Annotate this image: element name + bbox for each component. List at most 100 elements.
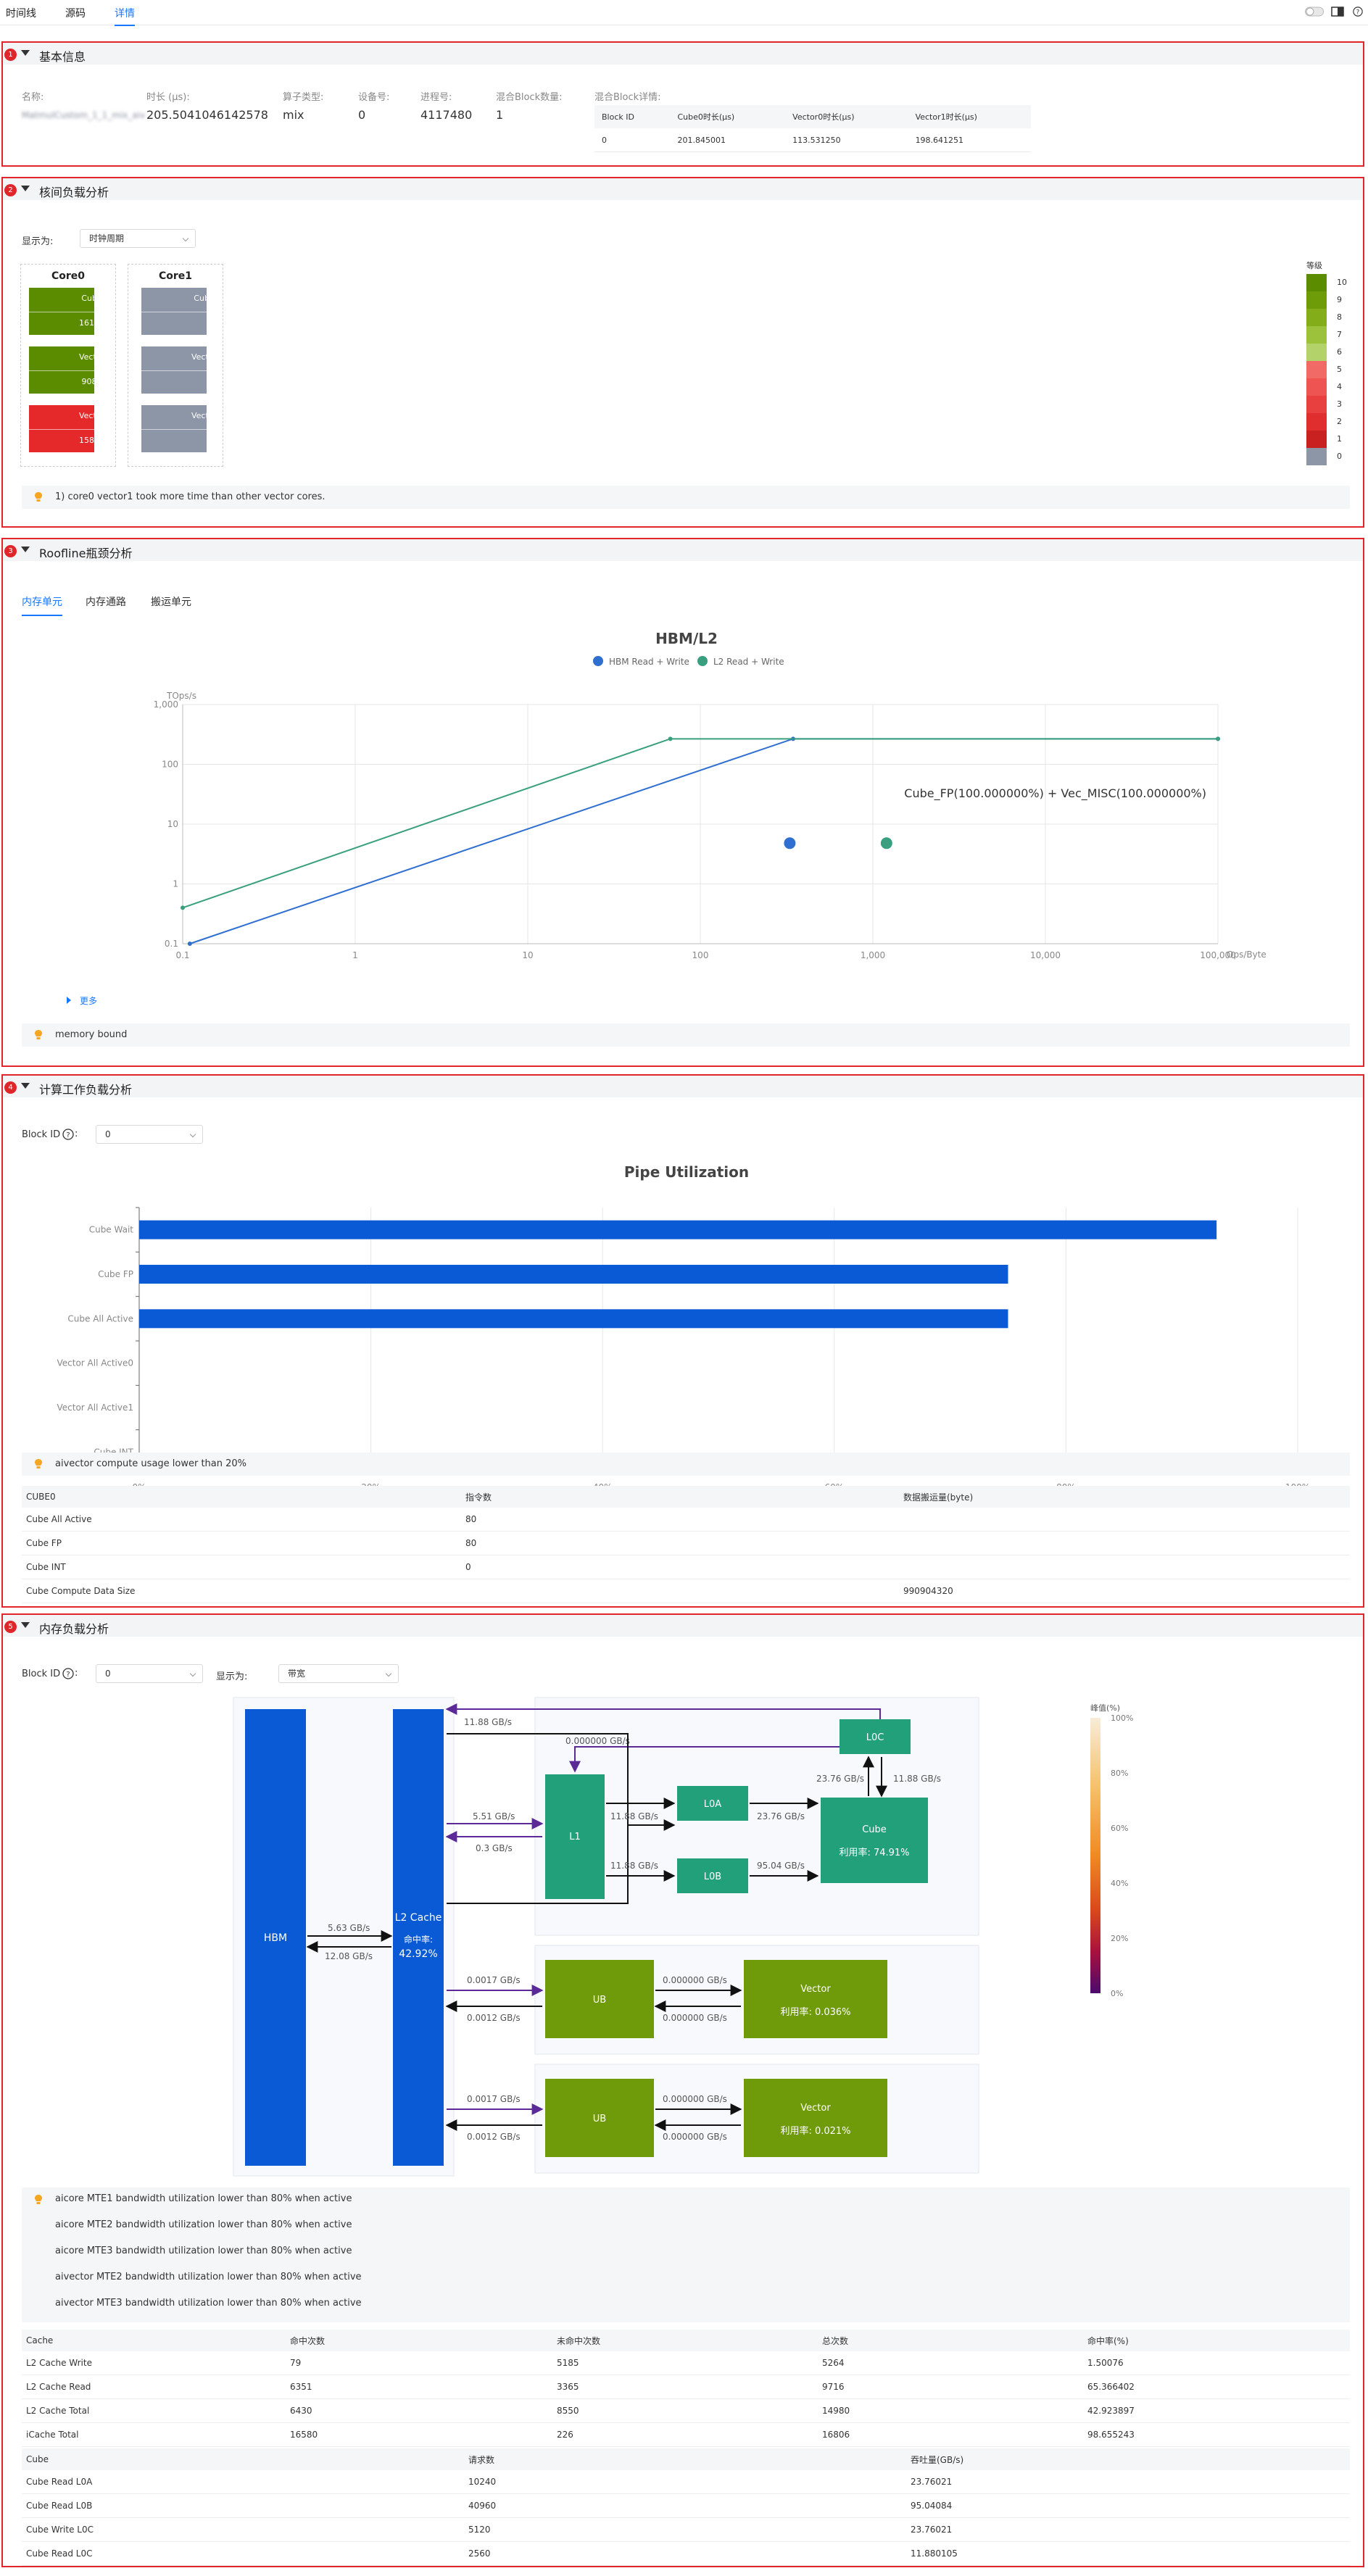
- memory-diagram: HBM L2 Cache 命中率: 42.92% 5.63 GB/s 12.08…: [233, 1697, 1133, 2177]
- block-detail-label: 混合Block详情:: [594, 92, 661, 103]
- chart-bars: [139, 1220, 1217, 1329]
- l1-block[interactable]: [545, 1774, 605, 1899]
- vector2-block[interactable]: [744, 2079, 887, 2157]
- roofline-vertex: [1216, 736, 1220, 741]
- bar[interactable]: [139, 1265, 1008, 1284]
- subtab-memory-path[interactable]: 内存通路: [86, 597, 126, 608]
- display-mode-select[interactable]: 时钟周期: [80, 229, 196, 248]
- core-block[interactable]: Vector1 158913: [29, 405, 109, 452]
- hint-bar: 1) core0 vector1 took more time than oth…: [22, 486, 1350, 509]
- help-icon[interactable]: ?: [1351, 7, 1364, 17]
- table-row: L2 Cache Total 6430 8550 14980 42.923897: [22, 2398, 1350, 2423]
- layout-icon[interactable]: [1331, 7, 1344, 17]
- l2-cache-block[interactable]: [393, 1709, 444, 2166]
- caret-down-icon[interactable]: [21, 1622, 30, 1628]
- hint-bar: aivector compute usage lower than 20%: [22, 1453, 1350, 1476]
- block-id-select[interactable]: 0: [96, 1125, 203, 1144]
- core-block[interactable]: Vector1: [141, 405, 222, 452]
- section-number: 5: [4, 1621, 17, 1633]
- section-memory-load: 5 内存负载分析 Block ID ? : 0 显示为: 带宽 HBM L2 C…: [1, 1613, 1364, 2567]
- kernel-point[interactable]: [880, 837, 892, 849]
- display-mode-value: 时钟周期: [89, 233, 125, 244]
- hbm-block[interactable]: [245, 1709, 306, 2166]
- tab-source[interactable]: 源码: [65, 8, 86, 20]
- section-title: 计算工作负载分析: [39, 1083, 133, 1097]
- kernel-point[interactable]: [784, 837, 796, 849]
- table-cell: Cube Compute Data Size: [22, 1579, 461, 1603]
- section-header[interactable]: 3 Roofline瓶颈分析: [3, 539, 1363, 561]
- bw-label: 0.000000 GB/s: [565, 1736, 630, 1746]
- category-label: Vector All Active1: [57, 1403, 134, 1413]
- section-number: 1: [4, 49, 17, 61]
- peak-legend-gradient: [1090, 1718, 1100, 1993]
- bw-label: 95.04 GB/s: [757, 1861, 805, 1871]
- table-cell: 80: [461, 1508, 899, 1532]
- cube-block[interactable]: [821, 1798, 928, 1883]
- table-cell: 14980: [818, 2398, 1083, 2423]
- legend-label: 4: [1337, 382, 1342, 391]
- table-cell: 80: [461, 1531, 899, 1555]
- section-compute-load: 4 计算工作负载分析 Block ID ? : 0 Pipe Utilizati…: [1, 1074, 1364, 1608]
- tab-details[interactable]: 详情: [115, 6, 135, 26]
- l0a-block[interactable]: [677, 1786, 748, 1821]
- section-header[interactable]: 4 计算工作负载分析: [3, 1076, 1363, 1097]
- help-icon[interactable]: ?: [62, 1668, 74, 1679]
- ub1-block[interactable]: [545, 1960, 654, 2038]
- svg-text:?: ?: [1356, 9, 1360, 17]
- l2-hit-value: 42.92%: [399, 1948, 437, 1960]
- table-cell: 11.880105: [906, 2541, 1350, 2566]
- caret-down-icon[interactable]: [21, 1083, 30, 1089]
- bw-label: 11.88 GB/s: [893, 1774, 941, 1784]
- l0c-block[interactable]: [840, 1719, 911, 1754]
- table-cell: 40960: [464, 2493, 906, 2518]
- table-cell: 16580: [286, 2422, 552, 2447]
- caret-down-icon[interactable]: [21, 547, 30, 552]
- core-block[interactable]: Cube0 161478: [29, 288, 109, 335]
- caret-down-icon[interactable]: [21, 50, 30, 56]
- caret-down-icon[interactable]: [21, 186, 30, 191]
- section-header[interactable]: 5 内存负载分析: [3, 1615, 1363, 1637]
- core-title: Core1: [158, 270, 193, 282]
- roofline-series-0: [189, 738, 1218, 944]
- hint-bar: aicore MTE1 bandwidth utilization lower …: [22, 2187, 1350, 2322]
- bw-label: 0.3 GB/s: [476, 1843, 513, 1853]
- toggle-icon[interactable]: [1305, 7, 1324, 17]
- chevron-down-icon: [385, 1670, 392, 1677]
- y-tick-label: 0.1: [165, 939, 178, 949]
- help-icon[interactable]: ?: [62, 1129, 74, 1140]
- l0c-label: L0C: [866, 1732, 884, 1743]
- bw-label: 11.88 GB/s: [610, 1811, 658, 1821]
- legend-tick: 0%: [1111, 1989, 1123, 1998]
- table-header: 未命中次数: [552, 2330, 818, 2351]
- subtab-memory-unit[interactable]: 内存单元: [22, 594, 62, 616]
- section-header[interactable]: 2 核间负载分析: [3, 178, 1363, 200]
- bar[interactable]: [139, 1220, 1217, 1239]
- subtab-transfer-unit[interactable]: 搬运单元: [151, 597, 191, 608]
- pipe-utilization-chart: Pipe Utilization 0%20%40%60%80%100%Cube …: [57, 1163, 1311, 1492]
- legend-tick: 40%: [1111, 1879, 1128, 1888]
- ub2-block[interactable]: [545, 2079, 654, 2157]
- table-cell: Cube FP: [22, 1531, 461, 1555]
- legend-marker-hbm: [593, 656, 603, 666]
- lightbulb-icon: [35, 2195, 42, 2204]
- core-block[interactable]: Vector0 90825: [29, 346, 109, 394]
- table-header: 数据搬运量(byte): [899, 1486, 1350, 1508]
- block-id-select[interactable]: 0: [96, 1664, 203, 1683]
- section-title: 核间负载分析: [39, 186, 109, 199]
- table-cell: Cube Write L0C: [22, 2517, 464, 2542]
- core-block[interactable]: Cube0: [141, 288, 220, 335]
- bar[interactable]: [139, 1309, 1008, 1329]
- section-header[interactable]: 1 基本信息: [3, 43, 1363, 65]
- vector1-block[interactable]: [744, 1960, 887, 2038]
- tab-timeline[interactable]: 时间线: [6, 8, 36, 20]
- core-block[interactable]: Vector0: [141, 346, 222, 394]
- section-basic-info: 1 基本信息 名称: MatmulCustom_1_1_mix_aiv 时长 (…: [1, 41, 1364, 167]
- table-cell: L2 Cache Read: [22, 2375, 286, 2399]
- arrow-l0c-to-l1: [569, 1746, 840, 1773]
- block-id-label: Block ID: [22, 1669, 61, 1679]
- table-row: L2 Cache Read 6351 3365 9716 65.366402: [22, 2375, 1350, 2399]
- hint-text: aicore MTE1 bandwidth utilization lower …: [55, 2193, 352, 2204]
- display-mode-select[interactable]: 带宽: [278, 1664, 399, 1683]
- l0b-block[interactable]: [677, 1858, 748, 1893]
- vector2-label: Vector: [800, 2103, 831, 2114]
